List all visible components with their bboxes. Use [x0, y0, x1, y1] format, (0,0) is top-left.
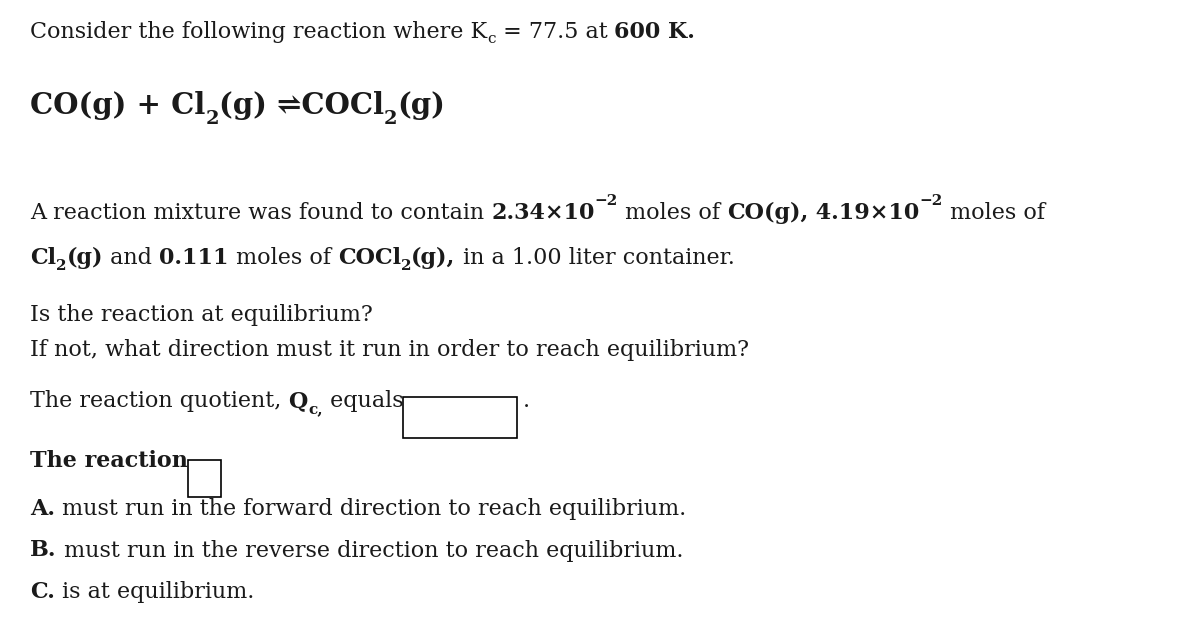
Text: 600 K.: 600 K. [614, 21, 695, 43]
Text: equals: equals [323, 390, 403, 412]
Text: (g) ⇌COCl: (g) ⇌COCl [218, 92, 384, 120]
Text: If not, what direction must it run in order to reach equilibrium?: If not, what direction must it run in or… [30, 339, 749, 361]
Text: 2: 2 [205, 110, 218, 128]
Text: (g),: (g), [412, 247, 456, 269]
Text: = 77.5 at: = 77.5 at [496, 21, 614, 43]
Text: B.: B. [30, 539, 56, 562]
Text: c,: c, [308, 403, 323, 417]
Text: 2: 2 [384, 110, 397, 128]
Text: (g): (g) [397, 92, 445, 120]
Text: Is the reaction at equilibrium?: Is the reaction at equilibrium? [30, 304, 373, 326]
Text: (g): (g) [66, 247, 103, 269]
Text: 0.111: 0.111 [160, 247, 229, 269]
Text: CO(g),: CO(g), [727, 202, 809, 225]
Text: moles of: moles of [618, 202, 727, 225]
Text: A reaction mixture was found to contain: A reaction mixture was found to contain [30, 202, 491, 225]
Text: must run in the forward direction to reach equilibrium.: must run in the forward direction to rea… [55, 498, 686, 520]
Text: The reaction: The reaction [30, 450, 188, 473]
Text: 4.19×10: 4.19×10 [809, 202, 919, 225]
Text: is at equilibrium.: is at equilibrium. [55, 581, 254, 603]
Text: 2: 2 [401, 259, 412, 273]
Text: in a 1.00 liter container.: in a 1.00 liter container. [456, 247, 734, 269]
Text: Consider the following reaction where K: Consider the following reaction where K [30, 21, 487, 43]
Text: moles of: moles of [229, 247, 337, 269]
Text: −2: −2 [919, 195, 943, 209]
Text: The reaction quotient,: The reaction quotient, [30, 390, 288, 412]
Text: c: c [487, 32, 496, 46]
Text: CO(g) + Cl: CO(g) + Cl [30, 92, 205, 120]
Text: A.: A. [30, 498, 55, 520]
Text: must run in the reverse direction to reach equilibrium.: must run in the reverse direction to rea… [56, 539, 683, 562]
Text: 2.34×10: 2.34×10 [491, 202, 595, 225]
Text: −2: −2 [595, 195, 618, 209]
Text: .: . [523, 390, 530, 412]
Text: COCl: COCl [337, 247, 401, 269]
Text: 2: 2 [56, 259, 66, 273]
Text: Q: Q [288, 390, 308, 412]
Text: moles of: moles of [943, 202, 1045, 225]
Text: and: and [103, 247, 160, 269]
Text: Cl: Cl [30, 247, 56, 269]
Text: C.: C. [30, 581, 55, 603]
